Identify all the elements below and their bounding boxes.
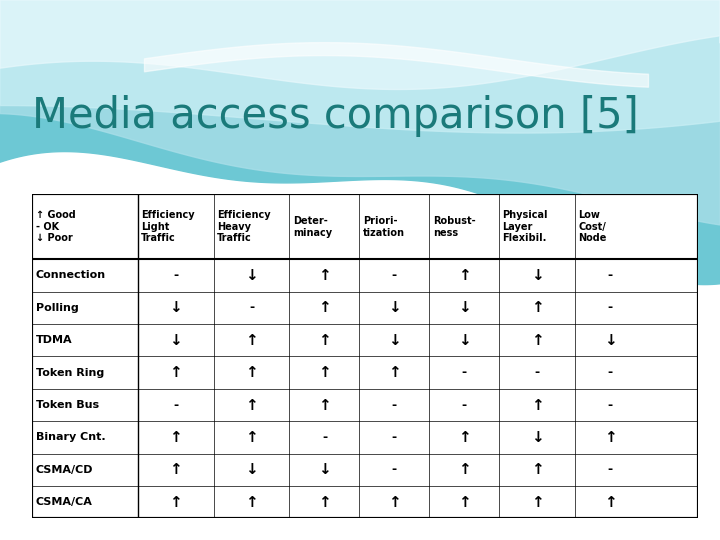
Text: ↑: ↑ — [318, 268, 330, 283]
Text: ↑: ↑ — [318, 365, 330, 380]
Polygon shape — [0, 0, 720, 133]
Text: -: - — [173, 269, 178, 282]
Text: ↓: ↓ — [318, 462, 330, 477]
Polygon shape — [0, 0, 720, 90]
Text: ↓: ↓ — [388, 300, 401, 315]
Text: ↑: ↑ — [318, 300, 330, 315]
Text: ↓: ↓ — [604, 333, 616, 348]
Text: Physical
Layer
Flexibil.: Physical Layer Flexibil. — [503, 210, 548, 244]
Text: ↑: ↑ — [318, 397, 330, 413]
Text: CSMA/CD: CSMA/CD — [36, 465, 93, 475]
Text: Efficiency
Light
Traffic: Efficiency Light Traffic — [141, 210, 194, 244]
Text: -: - — [462, 366, 467, 379]
Text: -: - — [608, 301, 613, 314]
Text: Low
Cost/
Node: Low Cost/ Node — [579, 210, 607, 244]
Text: ↑: ↑ — [318, 495, 330, 510]
Text: Efficiency
Heavy
Traffic: Efficiency Heavy Traffic — [217, 210, 271, 244]
Polygon shape — [0, 0, 720, 285]
Text: ↑: ↑ — [531, 397, 544, 413]
Text: Binary Cnt.: Binary Cnt. — [36, 433, 105, 442]
Text: ↓: ↓ — [169, 333, 182, 348]
Text: ↑ Good
- OK
↓ Poor: ↑ Good - OK ↓ Poor — [36, 210, 76, 244]
Text: ↑: ↑ — [458, 495, 471, 510]
Text: ↓: ↓ — [531, 268, 544, 283]
Text: ↑: ↑ — [245, 365, 258, 380]
Text: ↑: ↑ — [169, 430, 182, 445]
Text: Deter-
minacy: Deter- minacy — [293, 216, 332, 238]
Text: ↑: ↑ — [245, 333, 258, 348]
Text: -: - — [392, 431, 397, 444]
Text: ↑: ↑ — [245, 430, 258, 445]
Text: ↓: ↓ — [169, 300, 182, 315]
Text: Token Ring: Token Ring — [36, 368, 104, 377]
Text: -: - — [392, 463, 397, 476]
Text: ↓: ↓ — [245, 462, 258, 477]
Text: -: - — [249, 301, 254, 314]
Text: -: - — [173, 399, 178, 411]
Text: CSMA/CA: CSMA/CA — [36, 497, 93, 507]
Text: ↑: ↑ — [388, 365, 401, 380]
Text: ↑: ↑ — [531, 300, 544, 315]
Text: ↑: ↑ — [531, 495, 544, 510]
Text: -: - — [608, 463, 613, 476]
Text: ↑: ↑ — [169, 462, 182, 477]
Text: ↑: ↑ — [318, 333, 330, 348]
Text: Media access comparison [5]: Media access comparison [5] — [32, 95, 639, 137]
Text: ↑: ↑ — [531, 333, 544, 348]
Text: -: - — [322, 431, 327, 444]
Text: ↑: ↑ — [604, 495, 616, 510]
Text: ↓: ↓ — [245, 268, 258, 283]
Text: TDMA: TDMA — [36, 335, 72, 345]
Text: Robust-
ness: Robust- ness — [433, 216, 475, 238]
Text: ↑: ↑ — [245, 495, 258, 510]
Text: -: - — [462, 399, 467, 411]
Text: ↓: ↓ — [458, 300, 471, 315]
Text: -: - — [608, 366, 613, 379]
Text: ↑: ↑ — [169, 495, 182, 510]
Text: -: - — [535, 366, 540, 379]
Text: -: - — [608, 399, 613, 411]
Text: ↑: ↑ — [245, 397, 258, 413]
Text: Connection: Connection — [36, 271, 106, 280]
Text: ↑: ↑ — [458, 462, 471, 477]
Text: -: - — [392, 269, 397, 282]
Text: -: - — [392, 399, 397, 411]
Text: ↑: ↑ — [458, 268, 471, 283]
Text: Priori-
tization: Priori- tization — [363, 216, 405, 238]
Text: -: - — [608, 269, 613, 282]
Text: ↑: ↑ — [458, 430, 471, 445]
Text: Polling: Polling — [36, 303, 78, 313]
Text: ↑: ↑ — [531, 462, 544, 477]
Text: ↓: ↓ — [388, 333, 401, 348]
Polygon shape — [0, 0, 720, 225]
Text: ↑: ↑ — [169, 365, 182, 380]
Text: ↑: ↑ — [604, 430, 616, 445]
Text: ↓: ↓ — [458, 333, 471, 348]
Text: Token Bus: Token Bus — [36, 400, 99, 410]
Text: ↓: ↓ — [531, 430, 544, 445]
Text: ↑: ↑ — [388, 495, 401, 510]
